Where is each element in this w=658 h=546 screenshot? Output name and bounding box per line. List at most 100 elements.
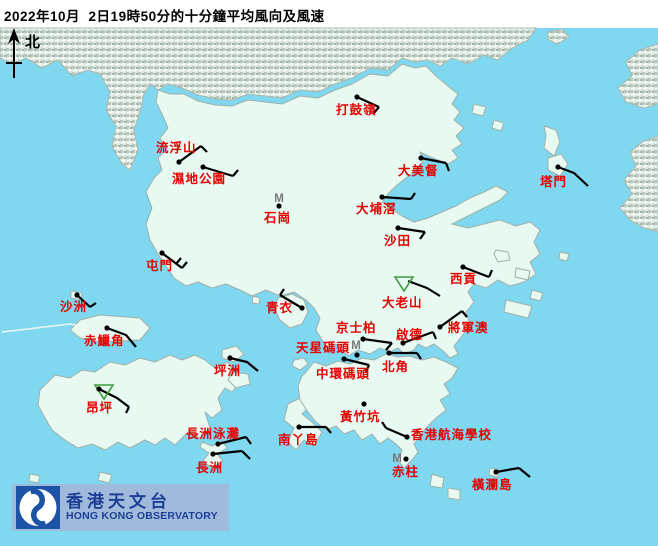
station-dot	[176, 159, 182, 165]
wind-barb	[362, 337, 393, 345]
station-label: 香港航海學校	[410, 427, 492, 442]
station-tates-cairn: 大老山	[382, 276, 441, 310]
station-north-point: 北角	[382, 350, 422, 374]
station-shek-kong: M 石崗	[263, 193, 291, 225]
missing-data-marker: M	[392, 453, 402, 465]
wind-barb	[420, 156, 447, 165]
mainland-china	[0, 27, 658, 233]
station-chek-lap-kok: 赤鱲角	[84, 325, 137, 348]
wind-barb	[487, 269, 494, 278]
wind-barb	[217, 435, 247, 446]
station-ngong-ping: 昂坪	[86, 384, 130, 415]
station-label: 屯門	[146, 258, 173, 273]
wind-barb	[419, 231, 426, 240]
wind-barb	[385, 426, 408, 439]
wind-barb	[229, 356, 259, 372]
station-tseung-kwan-o: 將軍澳	[437, 310, 489, 335]
wind-barb	[397, 226, 426, 234]
wind-barb	[200, 145, 208, 153]
station-label: 將軍澳	[448, 320, 489, 335]
station-label: 流浮山	[156, 140, 197, 155]
wind-barb	[364, 364, 371, 373]
station-dot	[299, 305, 305, 311]
station-label: 天星碼頭	[296, 340, 350, 355]
station-wetland-park: 濕地公園	[172, 164, 239, 186]
station-label: 坪洲	[214, 364, 241, 378]
missing-data-marker: M	[274, 193, 284, 205]
wind-barb	[76, 294, 91, 308]
station-dot	[341, 356, 347, 362]
station-label: 打鼓嶺	[336, 102, 377, 117]
station-dot	[200, 164, 206, 170]
mountain-station-triangle-icon	[93, 384, 115, 401]
station-tai-mei-tuk: 大美督	[398, 155, 451, 178]
wind-barb	[161, 252, 183, 269]
wind-barb	[279, 294, 303, 309]
wind-barb	[495, 466, 520, 474]
station-kings-park: 京士柏	[336, 320, 393, 351]
hko-logo-english: HONG KONG OBSERVATORY	[66, 509, 218, 522]
wind-barb	[356, 95, 380, 109]
station-kai-tak: 啟德	[396, 327, 438, 346]
wind-barb	[245, 436, 252, 445]
station-dot	[215, 441, 221, 447]
station-label: 青衣	[266, 300, 293, 315]
station-dot	[296, 424, 302, 430]
wind-barb	[106, 326, 137, 348]
wind-barb	[241, 450, 251, 460]
north-label: 北	[25, 34, 40, 51]
station-tuen-mun: 屯門	[146, 250, 188, 273]
wind-barb	[416, 352, 422, 360]
station-lau-fau-shan: 流浮山	[156, 140, 208, 165]
station-dot	[403, 456, 409, 462]
station-dot	[354, 94, 360, 100]
station-label: 大美督	[398, 163, 439, 178]
wind-barb	[385, 342, 393, 351]
station-central-pier: 中環碼頭	[316, 356, 371, 381]
station-dot	[437, 324, 443, 330]
station-label: 長洲泳灘	[186, 426, 240, 441]
north-arrow: 北	[6, 28, 40, 78]
wind-barb	[181, 261, 188, 269]
wind-barb	[232, 169, 239, 177]
station-dot	[395, 225, 401, 231]
hko-logo-icon	[16, 486, 60, 529]
station-lamma-island: 南丫島	[278, 424, 332, 447]
wind-barb	[325, 426, 332, 434]
station-tai-po-kau: 大埔滘	[356, 192, 416, 216]
station-peng-chau: 坪洲	[214, 355, 259, 378]
wind-barb	[279, 288, 285, 296]
wind-barb	[381, 421, 387, 429]
station-dot	[460, 264, 466, 270]
wind-barb	[372, 106, 380, 115]
station-tsing-yi: 青衣	[266, 288, 305, 315]
station-label: 沙田	[384, 234, 411, 248]
page-title: 2022年10月 2日19時50分的十分鐘平均風向及風速	[4, 9, 325, 24]
station-label: 北角	[382, 359, 409, 374]
station-label: 黃竹坑	[339, 409, 381, 424]
wind-barb	[125, 406, 130, 414]
wind-barb	[557, 165, 589, 187]
station-cheung-chau: 長洲	[196, 449, 251, 475]
station-label: 西貢	[450, 272, 477, 286]
station-label: 濕地公園	[172, 171, 226, 186]
station-label: 大老山	[382, 295, 423, 310]
wind-barb	[202, 165, 234, 178]
station-label: 石崗	[263, 210, 291, 225]
station-dot	[104, 325, 110, 331]
station-dot	[159, 250, 165, 256]
wind-barb	[212, 449, 243, 456]
wind-barb	[518, 467, 531, 478]
wind-barb	[381, 195, 412, 201]
station-label: 沙洲	[60, 300, 87, 314]
station-label: 赤鱲角	[84, 333, 125, 348]
station-dot	[493, 469, 499, 475]
hko-logo: 香港天文台 HONG KONG OBSERVATORY	[12, 484, 229, 531]
station-dot	[404, 434, 410, 440]
station-dot	[74, 292, 80, 298]
wind-barb	[89, 302, 97, 308]
wind-barb	[407, 279, 441, 297]
wind-barb	[98, 388, 130, 408]
station-dot	[379, 194, 385, 200]
